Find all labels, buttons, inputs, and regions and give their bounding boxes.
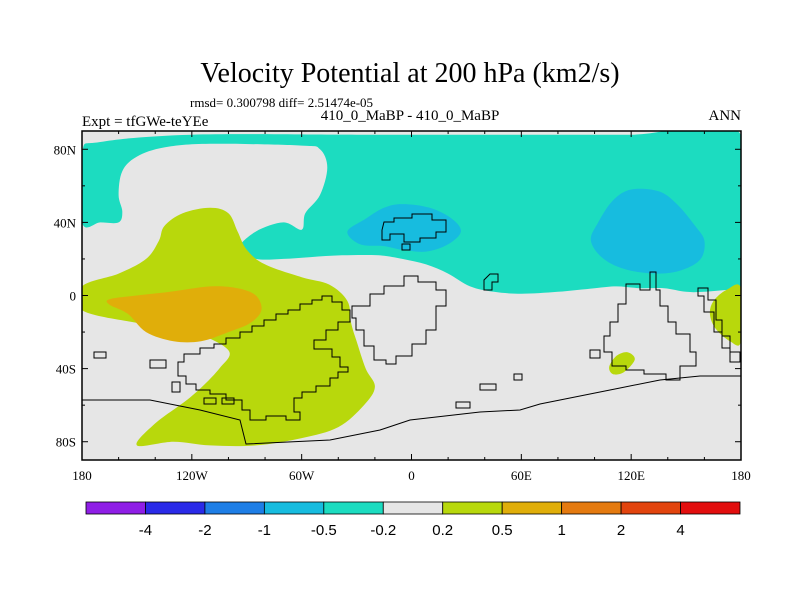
colorbar-label: 4 bbox=[676, 522, 684, 539]
left-subtitle: Expt = tfGWe-teYEe bbox=[82, 114, 209, 130]
colorbar-swatch bbox=[323, 501, 384, 515]
colorbar-label: 2 bbox=[617, 522, 625, 539]
contour-dateline-pos-blob bbox=[709, 284, 741, 346]
coast-eurasia bbox=[381, 213, 447, 243]
colorbar-swatch bbox=[620, 501, 681, 515]
y-tick-label: 0 bbox=[70, 289, 77, 304]
colorbar-label: -0.5 bbox=[311, 522, 337, 539]
right-subtitle: ANN bbox=[709, 108, 742, 124]
x-tick-label: 60E bbox=[511, 468, 532, 483]
colorbar-swatch bbox=[263, 501, 325, 515]
y-tick-label: 80S bbox=[56, 435, 76, 450]
center-subtitle: 410_0_MaBP - 410_0_MaBP bbox=[321, 108, 500, 124]
coast-subantarctic bbox=[455, 373, 523, 409]
colorbar-label: -2 bbox=[198, 522, 211, 539]
y-tick-label: 80N bbox=[54, 142, 77, 157]
contour-north-island bbox=[474, 191, 534, 212]
colorbar-swatch bbox=[382, 501, 444, 515]
colorbar-label: 0.5 bbox=[492, 522, 513, 539]
coast-eastern bbox=[483, 271, 697, 381]
x-tick-label: 180 bbox=[731, 468, 751, 483]
chart-title: Velocity Potential at 200 hPa (km2/s) bbox=[200, 58, 619, 89]
x-tick-label: 60W bbox=[289, 468, 315, 483]
stats-line: rmsd= 0.300798 diff= 2.51474e-05 bbox=[190, 95, 373, 110]
colorbar-swatch bbox=[85, 501, 146, 515]
colorbar-swatch bbox=[442, 501, 503, 515]
colorbar-swatch bbox=[561, 501, 622, 515]
x-tick-label: 180 bbox=[72, 468, 92, 483]
contour-pacific-maximum bbox=[106, 286, 262, 343]
colorbar-label: -1 bbox=[258, 522, 271, 539]
coast-africa bbox=[351, 275, 447, 365]
coast-south-america bbox=[177, 295, 351, 421]
coast-antarctica bbox=[82, 375, 741, 445]
colorbar-label: -4 bbox=[139, 522, 152, 539]
x-tick-label: 0 bbox=[408, 468, 415, 483]
y-tick-label: 40S bbox=[56, 362, 76, 377]
colorbar-label: -0.2 bbox=[370, 522, 396, 539]
x-tick-label: 120W bbox=[176, 468, 209, 483]
coast-islands bbox=[93, 243, 741, 405]
contour-asia-minimum bbox=[347, 204, 461, 252]
coastlines bbox=[82, 213, 741, 445]
colorbar-swatch bbox=[501, 501, 563, 515]
contour-small-pos-blob bbox=[609, 352, 635, 375]
contour-pacific-minimum bbox=[590, 188, 705, 274]
colorbar-label: 0.2 bbox=[432, 522, 453, 539]
x-tick-label: 120E bbox=[617, 468, 645, 483]
colorbar-swatch bbox=[680, 501, 741, 515]
colorbar-label: 1 bbox=[557, 522, 565, 539]
colorbar-swatch bbox=[145, 501, 206, 515]
y-tick-label: 40N bbox=[54, 215, 77, 230]
colorbar-swatch bbox=[204, 501, 265, 515]
